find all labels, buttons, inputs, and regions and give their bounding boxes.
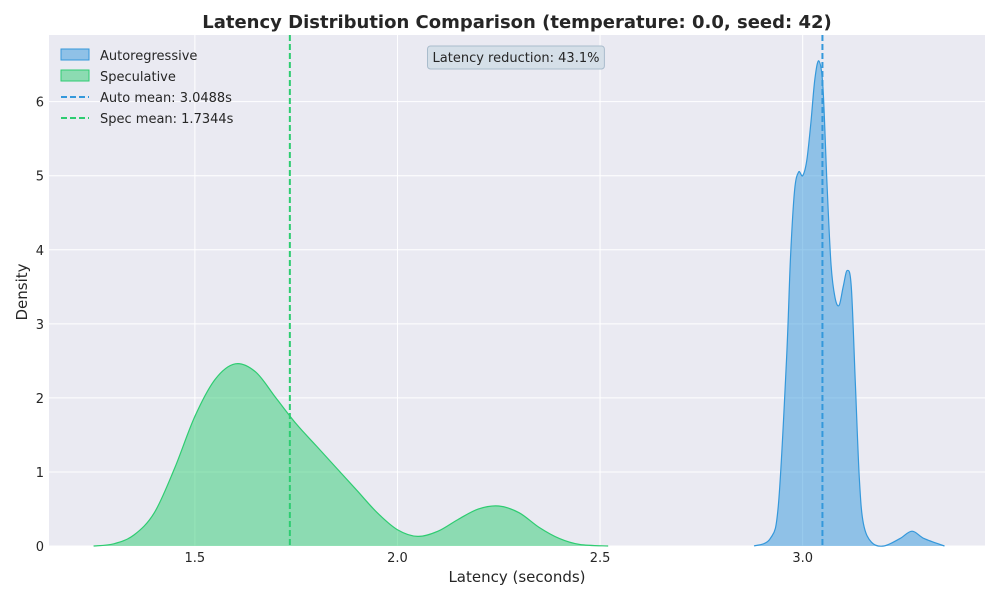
y-tick-label: 2 xyxy=(36,392,44,407)
legend-label: Autoregressive xyxy=(100,49,197,64)
area-speculative xyxy=(93,363,609,546)
legend-label: Auto mean: 3.0488s xyxy=(100,91,232,106)
y-tick-label: 4 xyxy=(36,244,44,259)
y-tick-label: 0 xyxy=(36,540,44,555)
y-tick-label: 6 xyxy=(36,96,44,111)
mean-lines xyxy=(288,35,824,546)
legend: Autoregressive Speculative Auto mean: 3.04… xyxy=(60,48,234,127)
x-tick-label: 1.5 xyxy=(185,551,206,566)
legend-label: Spec mean: 1.7344s xyxy=(100,112,234,127)
area-autoregressive xyxy=(754,60,945,547)
legend-swatch xyxy=(60,48,90,61)
y-tick-label: 5 xyxy=(36,170,44,185)
series-areas xyxy=(93,60,945,547)
line-autoregressive xyxy=(753,60,945,547)
annotation-background xyxy=(427,45,605,70)
y-axis-label: Density xyxy=(13,263,31,320)
x-tick-label: 2.0 xyxy=(387,551,408,566)
line-speculative xyxy=(93,362,609,547)
chart-title: Latency Distribution Comparison (tempera… xyxy=(202,12,832,33)
legend-swatch xyxy=(60,69,90,82)
y-tick-label: 3 xyxy=(36,318,44,333)
x-tick-label: 3.0 xyxy=(792,551,813,566)
annotation-box: Latency reduction: 43.1% xyxy=(427,45,605,70)
y-axis-ticks: 0 1 2 3 4 5 6 xyxy=(36,96,44,555)
x-axis-ticks: 1.5 2.0 2.5 3.0 xyxy=(185,551,813,566)
x-axis-label: Latency (seconds) xyxy=(448,568,585,586)
latency-reduction-annotation: Latency reduction: 43.1% xyxy=(433,51,600,66)
x-tick-label: 2.5 xyxy=(590,551,611,566)
y-tick-label: 1 xyxy=(36,466,44,481)
legend-label: Speculative xyxy=(100,70,176,85)
